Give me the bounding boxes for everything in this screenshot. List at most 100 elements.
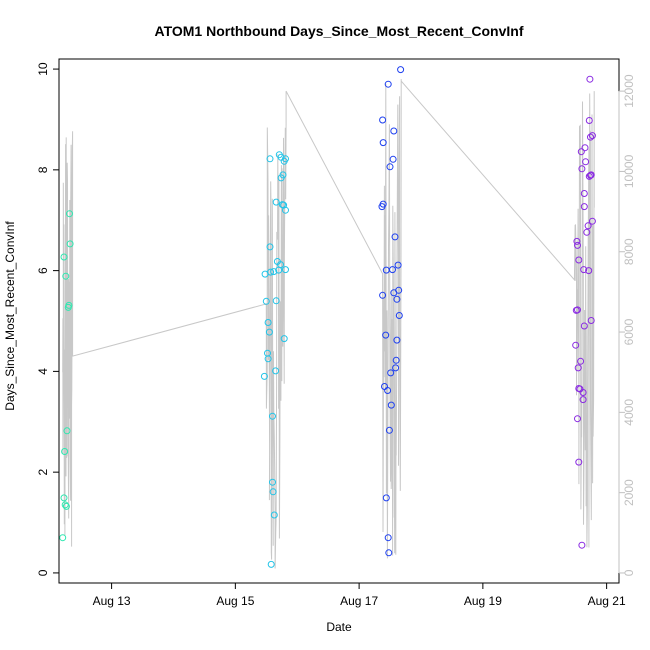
data-point (586, 75, 594, 83)
data-point (587, 317, 595, 324)
data-point (585, 117, 593, 124)
data-point (588, 132, 596, 140)
data-point (282, 206, 289, 214)
data-point (282, 155, 289, 163)
data-point (277, 261, 284, 269)
x-tick-label: Aug 19 (464, 594, 502, 608)
data-point (392, 364, 400, 372)
data-point (386, 163, 394, 171)
data-point (582, 158, 590, 166)
data-point (59, 534, 67, 542)
data-point (384, 387, 392, 394)
data-point (280, 335, 288, 343)
data-point (62, 272, 70, 280)
data-point (267, 560, 275, 568)
data-point (585, 267, 593, 275)
data-point (260, 372, 268, 380)
data-point (395, 286, 403, 294)
data-point (394, 261, 402, 269)
data-point (269, 488, 277, 496)
data-point (588, 217, 596, 225)
data-point (62, 502, 70, 510)
y-axis-ticks: 0 2 4 6 8 10 (36, 62, 59, 576)
data-point (65, 301, 73, 309)
data-point (395, 312, 403, 319)
data-point (66, 240, 74, 248)
y2-tick-label: 2000 (622, 479, 636, 506)
data-point (66, 210, 73, 218)
y-axis-label: Days_Since_Most_Recent_ConvInf (3, 221, 17, 411)
data-point (272, 367, 280, 375)
data-point (575, 458, 583, 466)
data-point (387, 401, 395, 409)
data-point (587, 133, 594, 141)
data-point (60, 494, 68, 502)
data-point (61, 448, 69, 455)
chart-title: ATOM1 Northbound Days_Since_Most_Recent_… (155, 23, 524, 39)
data-point (270, 511, 278, 519)
y2-tick-label: 0 (622, 569, 636, 576)
x-tick-label: Aug 17 (340, 594, 378, 608)
data-point (579, 389, 587, 396)
data-point (581, 144, 589, 152)
data-point (382, 494, 390, 502)
x-axis-label: Date (326, 620, 352, 634)
data-point (580, 190, 588, 197)
data-point (574, 364, 582, 372)
data-point (585, 172, 593, 180)
y-tick-label: 8 (36, 166, 50, 173)
data-point (389, 155, 397, 163)
data-point (266, 155, 274, 163)
data-point (577, 148, 585, 156)
data-point (573, 237, 581, 245)
data-point (389, 266, 396, 274)
data-point (384, 534, 392, 542)
y-tick-label: 0 (36, 569, 50, 576)
x-tick-label: Aug 15 (216, 594, 254, 608)
background-line-path (62, 79, 595, 569)
data-point (393, 295, 401, 303)
y-tick-label: 2 (36, 468, 50, 475)
data-point (265, 328, 273, 336)
data-point (382, 331, 390, 339)
y-tick-label: 10 (36, 62, 50, 76)
data-point (385, 549, 393, 557)
data-point (387, 369, 395, 377)
data-point (282, 266, 289, 274)
data-point (61, 501, 69, 509)
data-point (63, 427, 71, 435)
data-point (584, 222, 592, 230)
background-line (62, 79, 595, 569)
data-point (385, 426, 393, 434)
y-tick-label: 4 (36, 368, 50, 375)
data-point (270, 268, 278, 276)
data-point (379, 139, 387, 147)
data-point (269, 412, 276, 420)
data-point (267, 268, 275, 276)
data-point (580, 203, 588, 211)
data-point (279, 171, 287, 179)
y2-tick-label: 6000 (622, 318, 636, 345)
x-tick-label: Aug 21 (588, 594, 626, 608)
data-point (574, 306, 581, 314)
data-point (379, 291, 387, 299)
data-point (578, 541, 586, 549)
x-tick-label: Aug 13 (93, 594, 131, 608)
data-point (277, 153, 285, 161)
data-point (579, 396, 587, 404)
data-point (574, 241, 581, 249)
data-point (269, 478, 276, 486)
data-point (575, 256, 583, 264)
y2-axis-ticks: 0 2000 4000 6000 8000 10000 12000 (619, 74, 636, 576)
data-point (397, 66, 405, 74)
data-point (392, 356, 400, 364)
y2-tick-label: 12000 (622, 74, 636, 108)
y2-tick-label: 10000 (622, 154, 636, 188)
data-point (572, 341, 580, 349)
y2-tick-label: 4000 (622, 399, 636, 426)
x-axis-ticks: Aug 13 Aug 15 Aug 17 Aug 19 Aug 21 (93, 583, 626, 608)
data-point (384, 80, 392, 88)
data-points (59, 66, 596, 568)
data-point (266, 243, 274, 251)
